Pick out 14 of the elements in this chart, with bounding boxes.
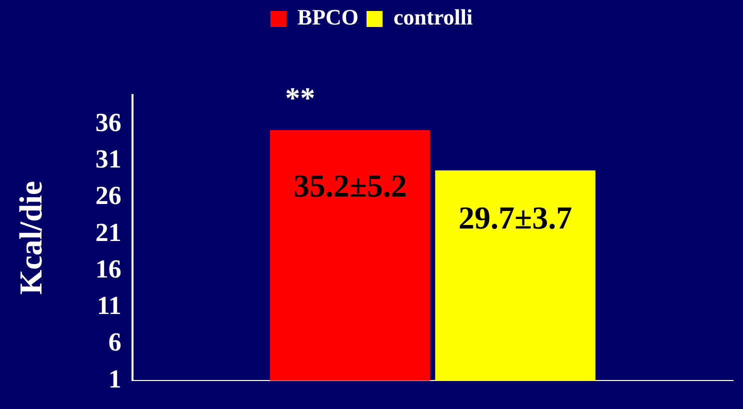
y-tick-label: 6 [108,328,122,357]
y-tick-label: 21 [95,218,122,247]
y-tick-label: 1 [108,364,122,394]
annotation: ** [285,82,316,115]
data-label: 35.2±5.2 [293,167,407,204]
y-axis-title: Kcal/die [12,180,48,295]
y-tick-label: 36 [95,108,122,138]
y-tick-label: 16 [95,254,122,284]
legend-label: BPCO [297,4,359,30]
y-tick-label: 26 [95,181,122,210]
data-label: 29.7±3.7 [458,200,572,236]
legend-label: controlli [394,4,473,30]
y-tick-label: 31 [95,144,122,174]
y-tick-label: 11 [96,291,122,320]
